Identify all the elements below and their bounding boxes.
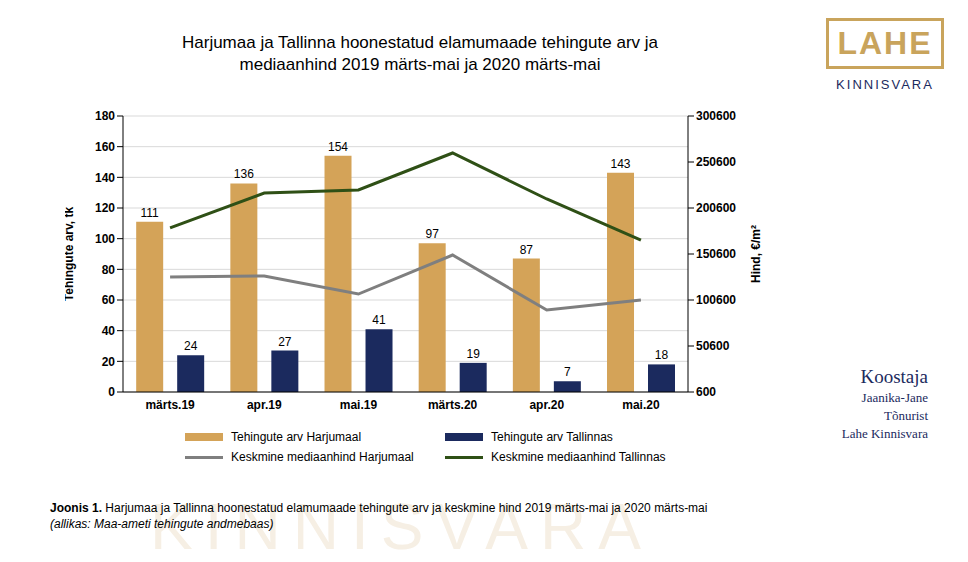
html-text:Tõnurist: Tõnurist [883, 408, 928, 423]
svg-text:18: 18 [655, 348, 669, 362]
html-text:KINNISVARA: KINNISVARA [836, 77, 934, 92]
svg-text:märts.20: märts.20 [428, 398, 478, 412]
html-text:LAHE: LAHE [837, 25, 933, 61]
svg-text:80: 80 [102, 263, 116, 277]
svg-text:136: 136 [234, 167, 254, 181]
svg-text:154: 154 [328, 140, 348, 154]
html-text:Tehingute arv Tallinnas: Tehingute arv Tallinnas [491, 430, 613, 444]
html-text:Keskmine mediaanhind Tallinnas: Keskmine mediaanhind Tallinnas [491, 450, 666, 464]
svg-text:7: 7 [564, 365, 571, 379]
svg-text:200600: 200600 [696, 201, 736, 215]
svg-text:60: 60 [102, 293, 116, 307]
svg-text:apr.19: apr.19 [247, 398, 282, 412]
html-text:Tehingute arv Harjumaal: Tehingute arv Harjumaal [231, 430, 362, 444]
svg-text:97: 97 [426, 227, 440, 241]
svg-text:250600: 250600 [696, 155, 736, 169]
svg-text:140: 140 [95, 171, 115, 185]
html-text:Jaanika-Jane: Jaanika-Jane [861, 390, 928, 405]
html-text:(allikas: Maa-ameti tehingute: (allikas: Maa-ameti tehingute andmebaas) [50, 517, 274, 531]
html-text:Harjumaa ja Tallinna hoonestat: Harjumaa ja Tallinna hoonestatud elamuma… [182, 33, 658, 74]
svg-text:600: 600 [696, 385, 716, 399]
svg-text:20: 20 [102, 355, 116, 369]
svg-text:180: 180 [95, 109, 115, 123]
html-text:Joonis 1. Harjumaa ja Tallinna: Joonis 1. Harjumaa ja Tallinna hoonestat… [50, 501, 708, 515]
svg-text:40: 40 [102, 324, 116, 338]
svg-text:mai.20: mai.20 [622, 398, 660, 412]
svg-text:Hind, €/m²: Hind, €/m² [749, 225, 763, 283]
svg-text:19: 19 [467, 347, 481, 361]
svg-text:27: 27 [278, 335, 292, 349]
svg-text:24: 24 [184, 339, 198, 353]
svg-text:160: 160 [95, 140, 115, 154]
svg-text:Tehingute arv, tk: Tehingute arv, tk [65, 207, 76, 302]
svg-text:0: 0 [108, 385, 115, 399]
html-text:Koostaja: Koostaja [860, 366, 928, 387]
svg-text:mai.19: mai.19 [340, 398, 378, 412]
svg-text:111: 111 [141, 206, 160, 220]
html-text:Lahe Kinnisvara: Lahe Kinnisvara [841, 426, 928, 441]
svg-text:41: 41 [372, 313, 386, 327]
svg-text:300600: 300600 [696, 109, 736, 123]
html-text:Keskmine mediaanhind Harjumaal: Keskmine mediaanhind Harjumaal [231, 450, 414, 464]
svg-text:apr.20: apr.20 [529, 398, 564, 412]
svg-text:50600: 50600 [696, 339, 730, 353]
svg-text:143: 143 [611, 157, 631, 171]
html-text:KINNISVARA: KINNISVARA [150, 491, 653, 562]
svg-text:150600: 150600 [696, 247, 736, 261]
svg-text:100: 100 [95, 232, 115, 246]
svg-text:märts.19: märts.19 [145, 398, 195, 412]
svg-text:120: 120 [95, 201, 115, 215]
svg-text:87: 87 [520, 243, 534, 257]
svg-text:100600: 100600 [696, 293, 736, 307]
